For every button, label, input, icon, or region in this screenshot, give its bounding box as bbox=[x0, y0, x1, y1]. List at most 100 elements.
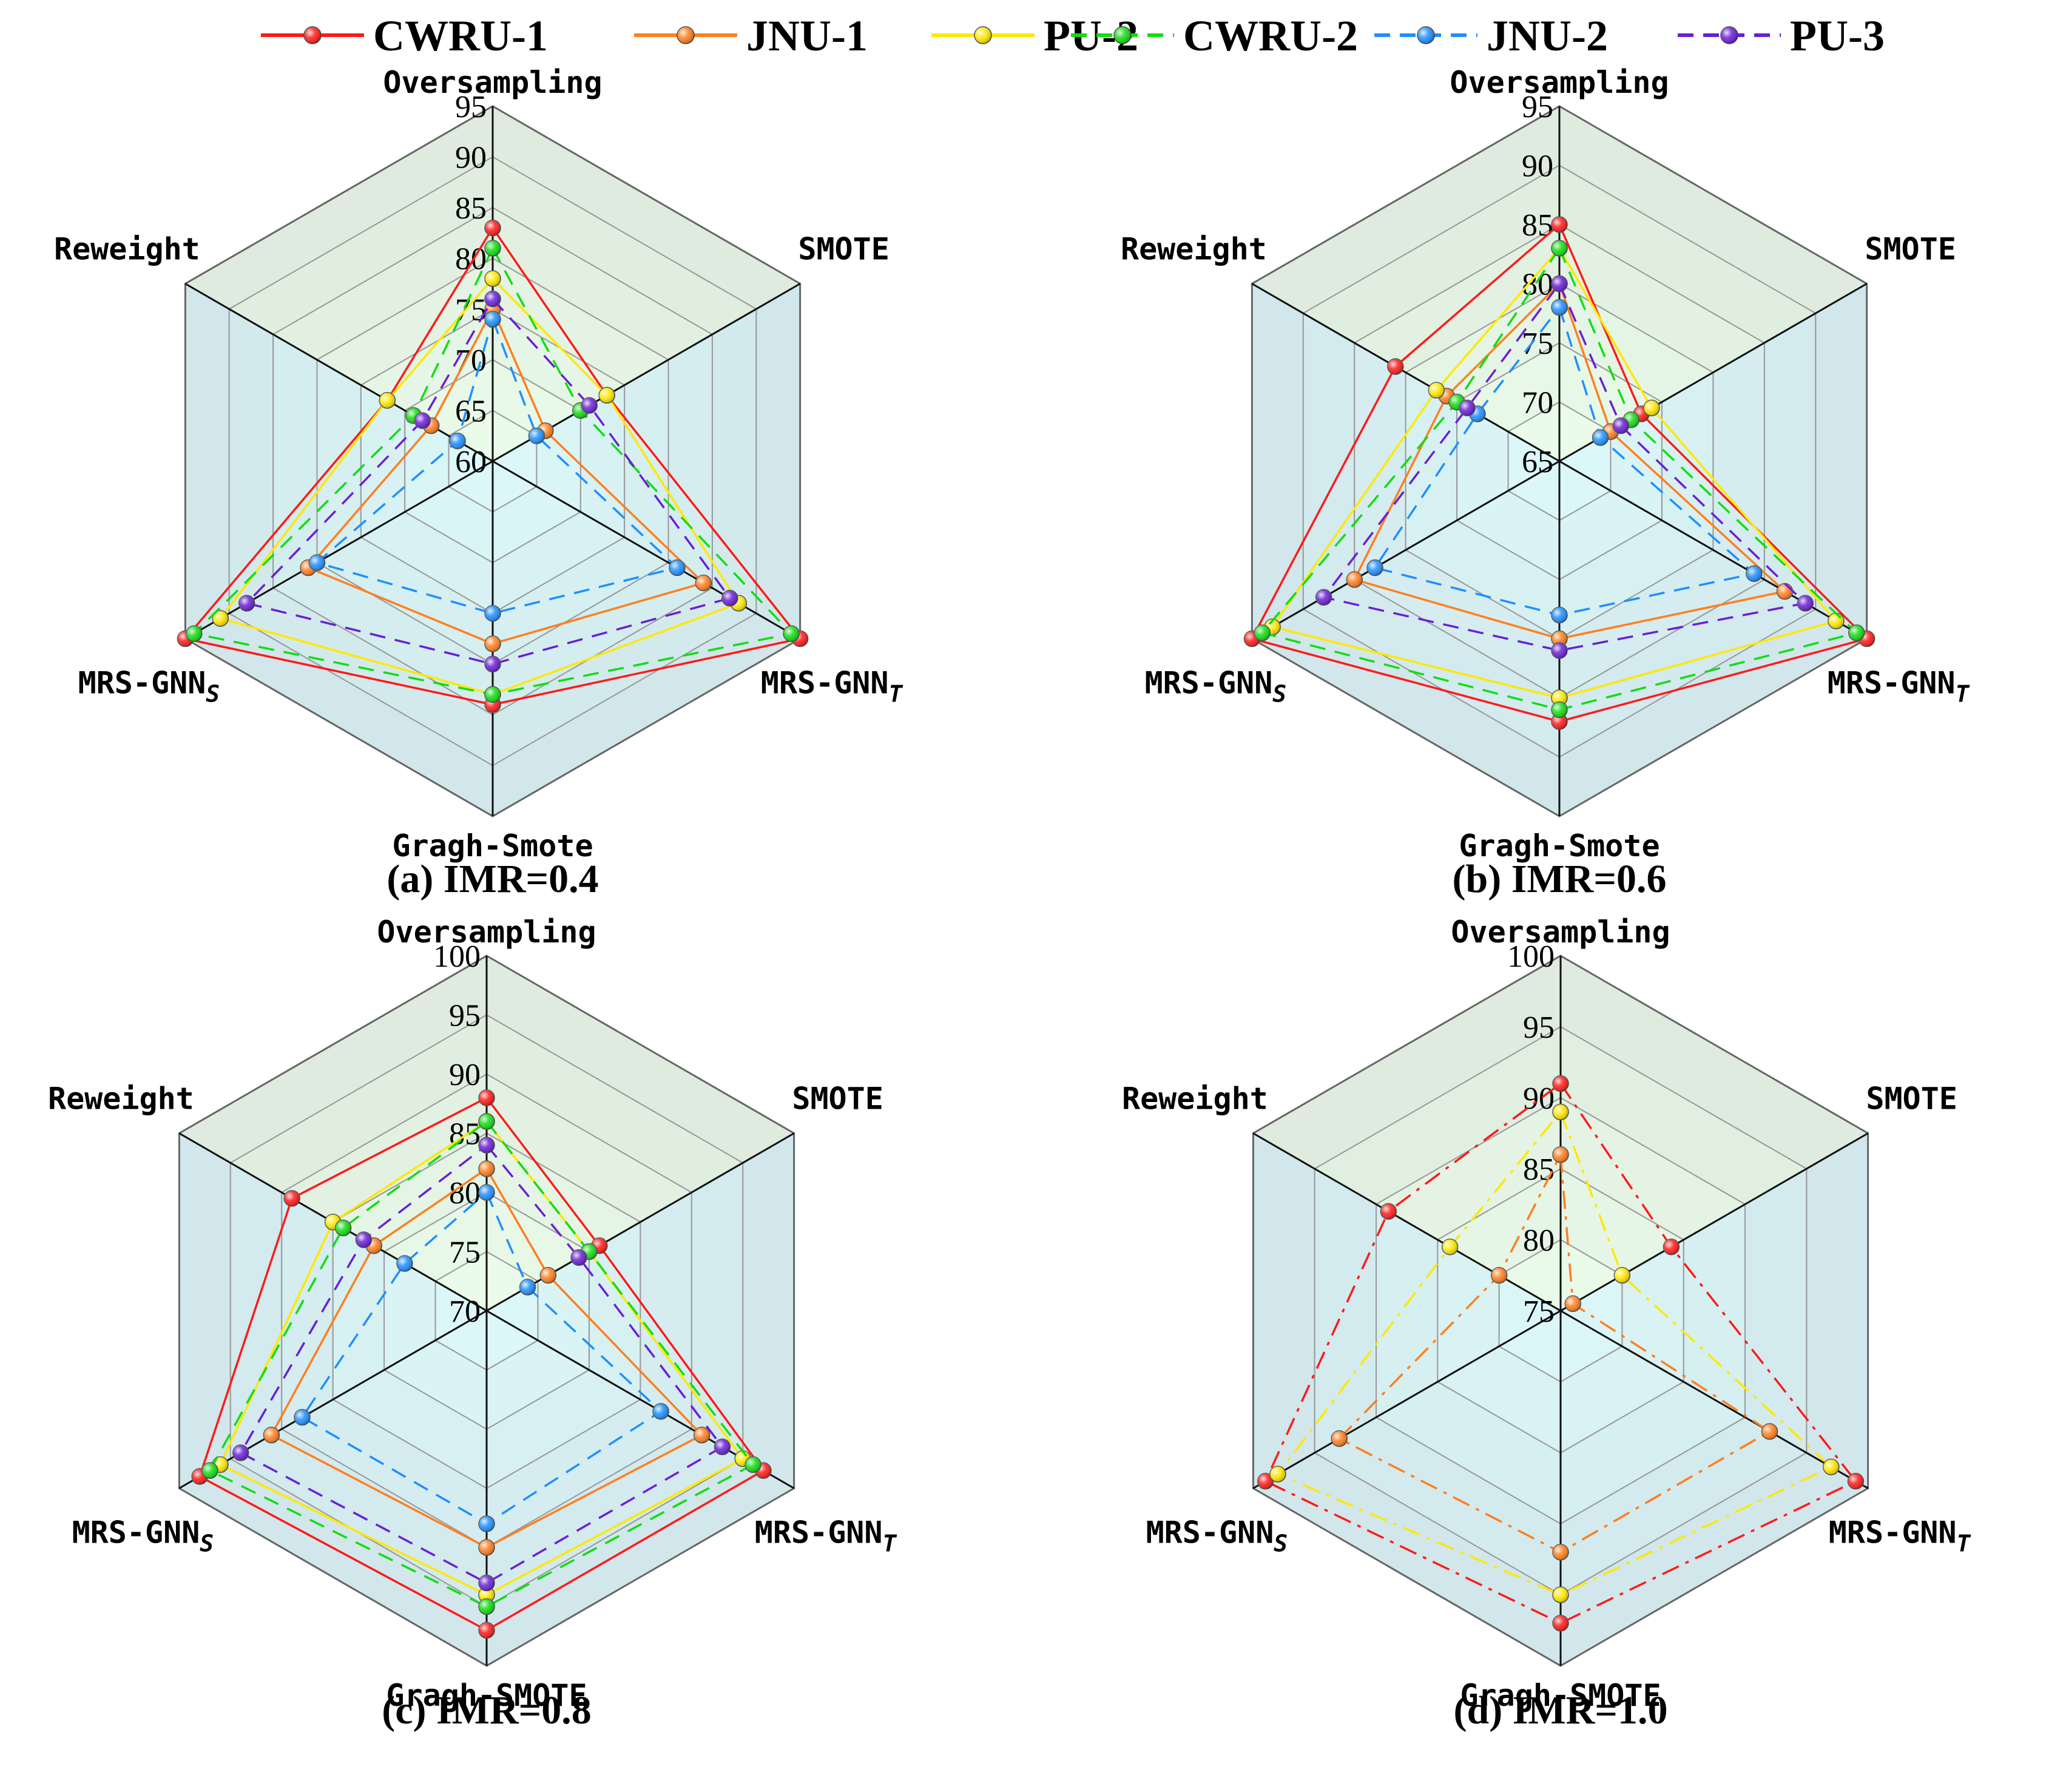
data-point-shine bbox=[1777, 583, 1793, 600]
spoke-reweight bbox=[1251, 283, 1560, 462]
spoke-mrs-gnn-s bbox=[178, 1310, 487, 1489]
data-point-shine bbox=[783, 626, 800, 642]
tick-label: 95 bbox=[1523, 1010, 1555, 1045]
data-point-shine bbox=[485, 605, 501, 621]
chart-legend: CWRU-1 JNU-1 PU-2 CWRU-2 JNU-2 PU-3 bbox=[261, 12, 1885, 60]
tick-label: 90 bbox=[1522, 149, 1553, 184]
series-jnu-1 bbox=[263, 1160, 711, 1556]
grid-band bbox=[1806, 1132, 1869, 1490]
legend-label-cwru-2: CWRU-2 bbox=[1183, 12, 1358, 60]
data-point-shine bbox=[1551, 276, 1567, 292]
axis-label-gragh-smote: Gragh-Smote bbox=[1459, 828, 1660, 864]
data-point-shine bbox=[485, 271, 501, 287]
grid-band bbox=[1251, 282, 1304, 640]
tick-label: 100 bbox=[433, 939, 481, 974]
panel-caption: (a) IMR=0.4 bbox=[387, 857, 598, 901]
grid-band bbox=[742, 1132, 795, 1490]
legend-label-jnu-1: JNU-1 bbox=[746, 12, 868, 60]
tick-label: 75 bbox=[1523, 1294, 1555, 1329]
grid-band bbox=[690, 1161, 744, 1460]
spoke-mrs-gnn-s bbox=[184, 460, 493, 640]
grid-band bbox=[711, 308, 757, 615]
axis-label-mrs-gnn-t: MRS-GNNT bbox=[1828, 666, 1970, 708]
axis-label-mrs-gnn-s: MRS-GNNS bbox=[78, 666, 220, 708]
axis-label-mrs-gnn-t: MRS-GNNT bbox=[761, 666, 903, 708]
tick-label: 65 bbox=[455, 394, 487, 428]
data-point-shine bbox=[1315, 589, 1332, 606]
data-point-shine bbox=[1746, 566, 1762, 582]
tick-label: 85 bbox=[455, 191, 487, 226]
data-point-shine bbox=[479, 1090, 495, 1106]
data-point-shine bbox=[1613, 418, 1629, 434]
tick-label: 90 bbox=[1523, 1081, 1555, 1116]
grid-band bbox=[1252, 1132, 1315, 1490]
panel-caption: (c) IMR=0.8 bbox=[382, 1688, 592, 1733]
spoke-reweight bbox=[184, 283, 493, 462]
data-point-shine bbox=[356, 1232, 372, 1248]
tick-label: 80 bbox=[449, 1176, 481, 1211]
legend-label-cwru-1: CWRU-1 bbox=[373, 12, 548, 60]
legend-label-pu-3: PU-3 bbox=[1790, 12, 1885, 60]
legend-item-cwru-2: CWRU-2 bbox=[1071, 12, 1358, 60]
data-point-shine bbox=[485, 656, 501, 672]
data-point-shine bbox=[479, 1161, 495, 1177]
data-point-shine bbox=[1553, 1544, 1568, 1560]
data-point-shine bbox=[479, 1137, 495, 1153]
data-point-shine bbox=[669, 560, 685, 576]
grid-band bbox=[755, 282, 801, 640]
axis-label-smote: SMOTE bbox=[792, 1081, 883, 1117]
legend-item-jnu-2: JNU-2 bbox=[1374, 12, 1608, 60]
axis-label-gragh-smote: Gragh-SMOTE bbox=[1460, 1678, 1661, 1713]
data-point-shine bbox=[653, 1403, 669, 1419]
radar-panel-2: 65707580859095OversamplingSMOTEMRS-GNNTG… bbox=[1121, 65, 1970, 901]
spoke-smote bbox=[1560, 1132, 1869, 1312]
data-point-shine bbox=[479, 1516, 495, 1532]
tick-label: 75 bbox=[1522, 326, 1553, 361]
tick-label: 60 bbox=[455, 445, 487, 479]
tick-label: 95 bbox=[1522, 90, 1553, 124]
data-point-shine bbox=[1828, 613, 1844, 629]
axis-label-oversampling: Oversampling bbox=[1451, 915, 1670, 950]
data-point-shine bbox=[309, 555, 325, 571]
data-point-shine bbox=[1254, 624, 1271, 641]
series-pu-3 bbox=[232, 1137, 731, 1592]
axis-label-smote: SMOTE bbox=[1865, 232, 1956, 267]
legend-marker-shine bbox=[1114, 27, 1131, 44]
grid-band bbox=[228, 308, 274, 615]
data-point-shine bbox=[186, 626, 202, 642]
axis-label-smote: SMOTE bbox=[798, 232, 890, 267]
tick-label: 70 bbox=[1522, 386, 1553, 421]
series-jnu-2 bbox=[1366, 299, 1763, 624]
data-point-shine bbox=[479, 1185, 495, 1200]
axis-label-mrs-gnn-s: MRS-GNNS bbox=[72, 1515, 214, 1557]
spoke-mrs-gnn-t bbox=[492, 460, 801, 640]
grid-band bbox=[184, 282, 230, 640]
data-point-shine bbox=[1553, 1615, 1568, 1631]
data-point-shine bbox=[528, 428, 545, 444]
tick-label: 100 bbox=[1507, 939, 1555, 974]
tick-label: 95 bbox=[455, 90, 487, 124]
data-point-shine bbox=[479, 1114, 495, 1129]
series-cwru-2 bbox=[201, 1113, 761, 1615]
data-point-shine bbox=[414, 413, 431, 429]
spoke-mrs-gnn-s bbox=[1251, 460, 1560, 640]
data-point-shine bbox=[1553, 1587, 1568, 1603]
data-point-shine bbox=[1551, 217, 1567, 232]
axis-label-mrs-gnn-t: MRS-GNNT bbox=[755, 1515, 897, 1557]
data-point-shine bbox=[695, 575, 712, 591]
series-jnu-2 bbox=[308, 311, 686, 622]
data-point-shine bbox=[540, 1267, 556, 1283]
data-point-shine bbox=[1551, 643, 1567, 658]
data-point-shine bbox=[1442, 1239, 1458, 1255]
tick-label: 85 bbox=[1523, 1152, 1555, 1187]
series-jnu-1 bbox=[300, 300, 712, 652]
grid-band bbox=[281, 1191, 334, 1430]
axis-label-oversampling: Oversampling bbox=[383, 65, 602, 100]
series-cwru-1 bbox=[191, 1089, 772, 1639]
axis-label-reweight: Reweight bbox=[1121, 232, 1267, 267]
data-point-shine bbox=[1551, 714, 1567, 729]
data-point-shine bbox=[479, 1598, 495, 1615]
data-point-shine bbox=[745, 1456, 761, 1473]
data-point-shine bbox=[1553, 1146, 1568, 1163]
legend-marker-shine bbox=[1417, 27, 1434, 44]
